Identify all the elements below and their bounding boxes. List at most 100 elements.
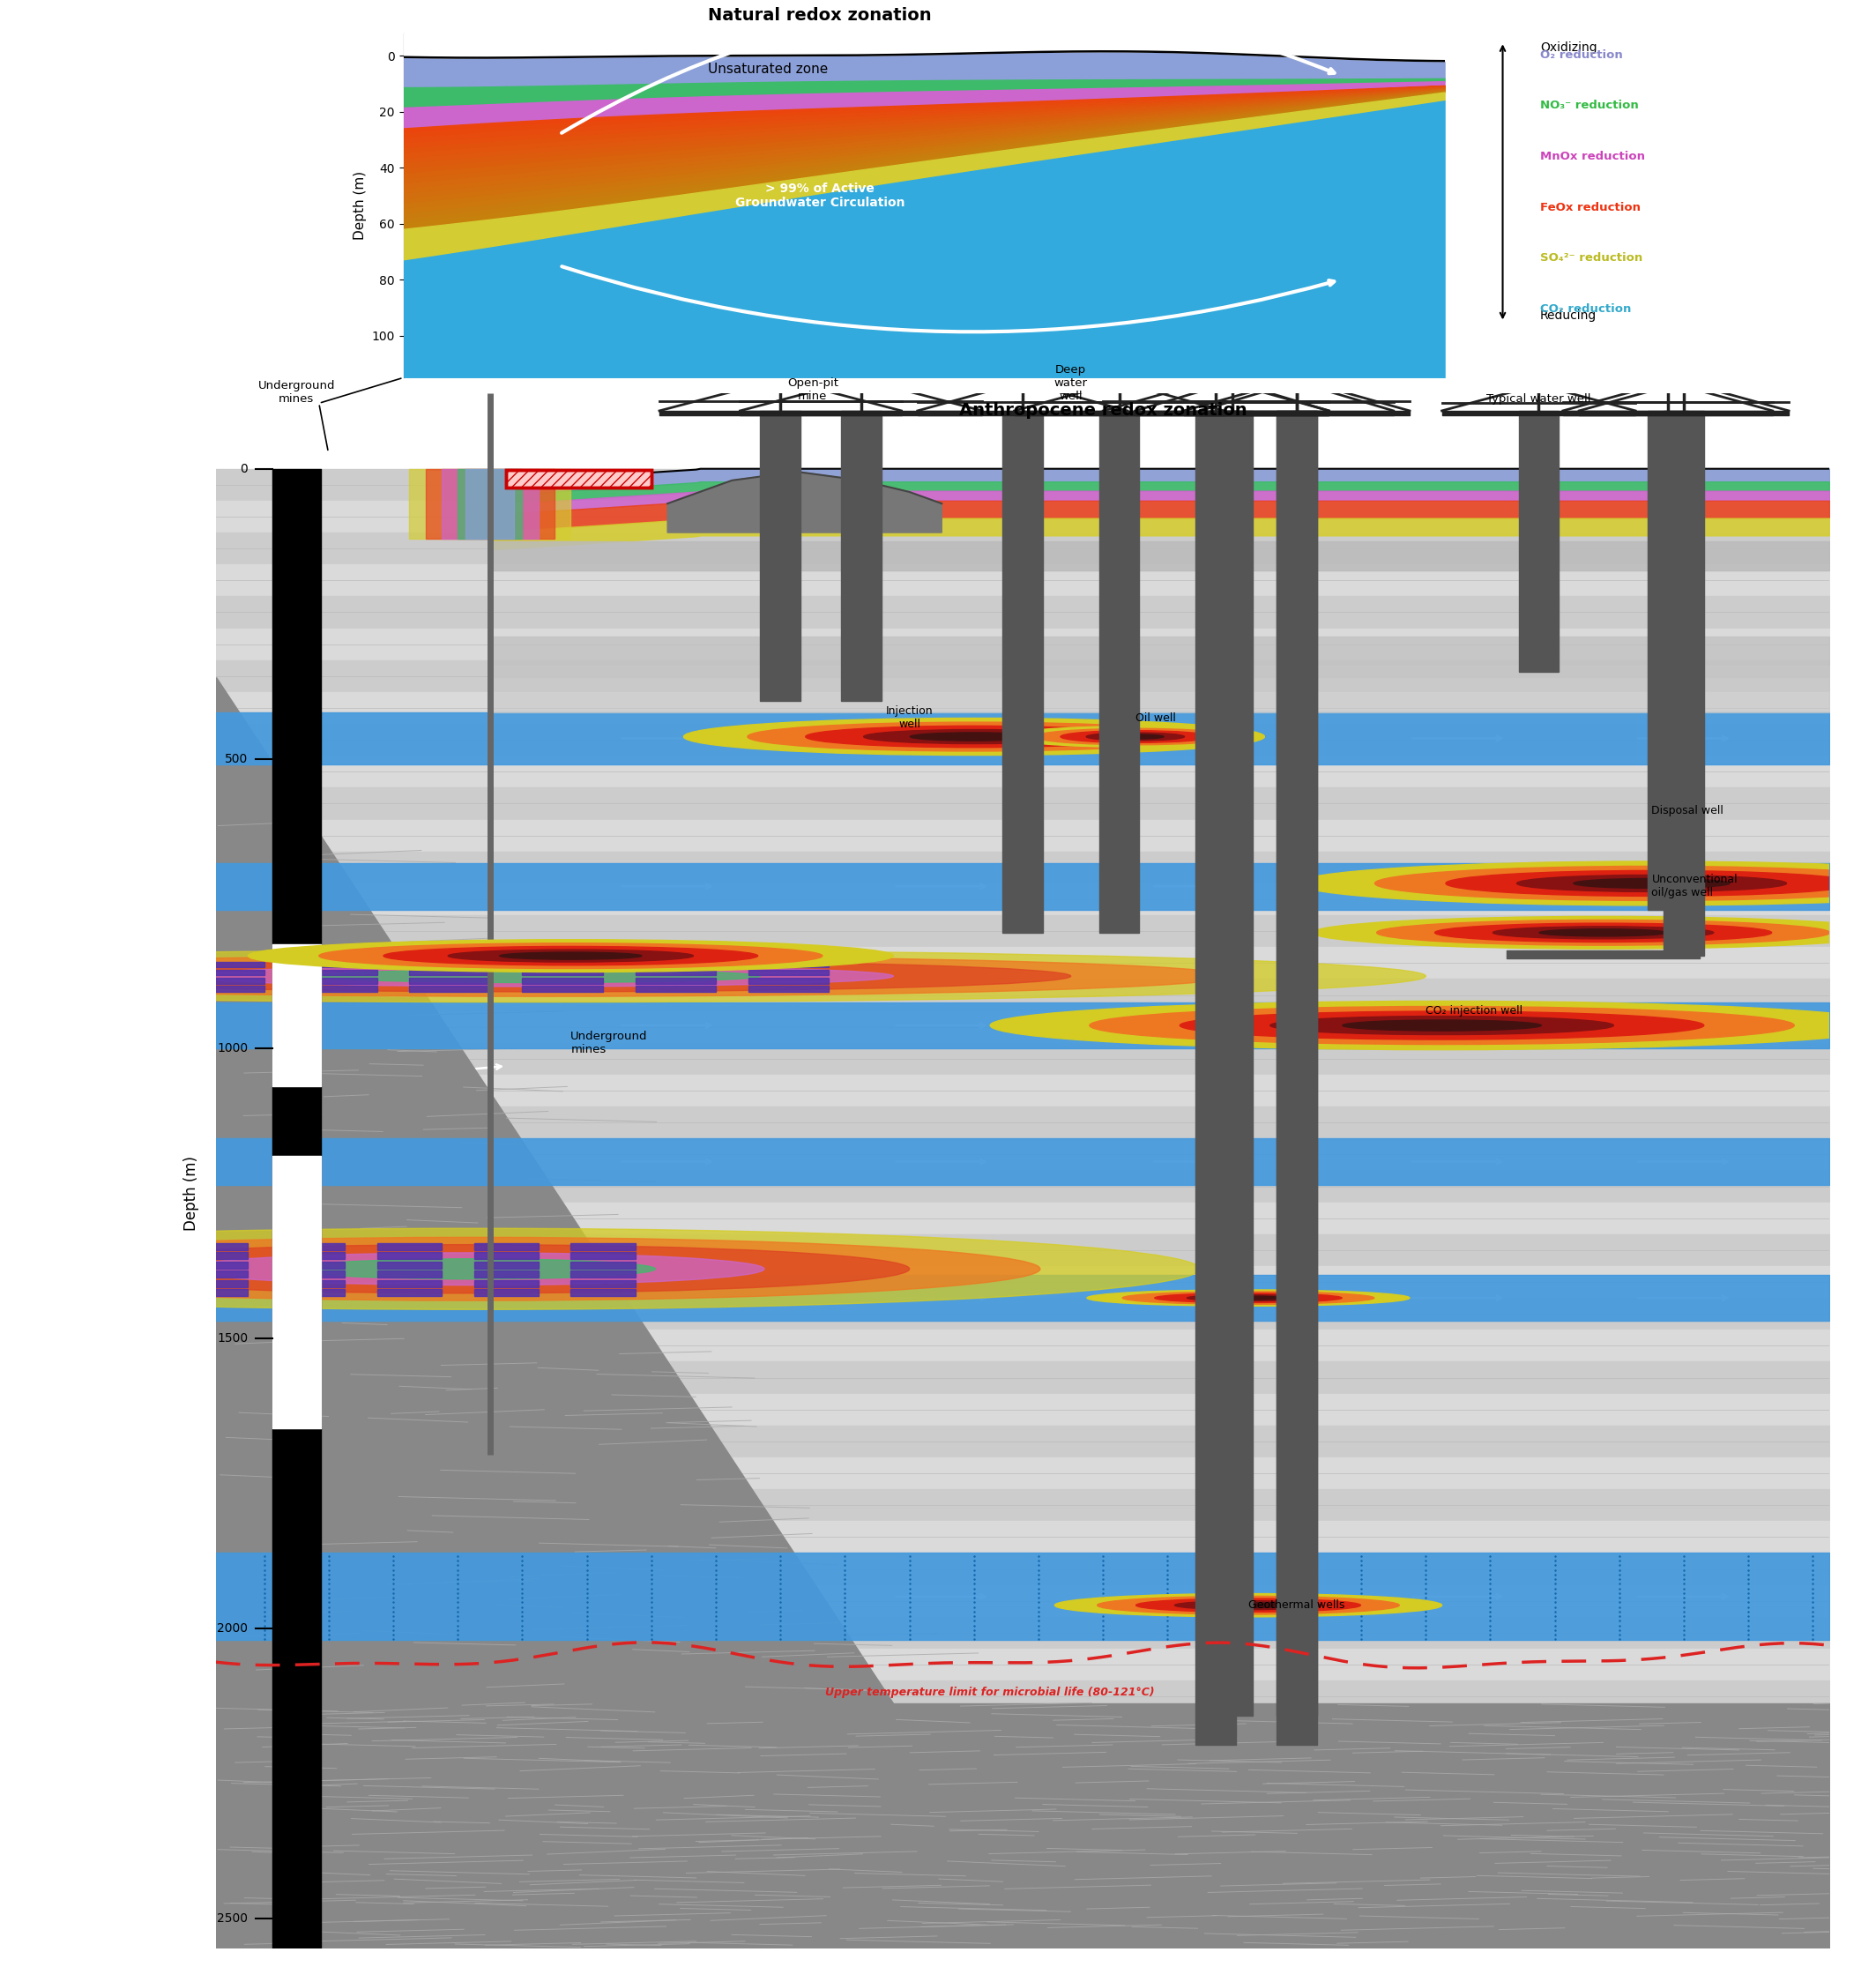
Bar (184, 1253, 248, 1259)
Text: Reducing: Reducing (1540, 311, 1596, 323)
Bar (184, 1288, 248, 1296)
Ellipse shape (1375, 865, 1876, 901)
Text: 0: 0 (240, 462, 248, 474)
Text: Unconventional
oil/gas well: Unconventional oil/gas well (1651, 873, 1737, 899)
Ellipse shape (1435, 923, 1771, 942)
Text: Oxidizing: Oxidizing (1540, 41, 1596, 53)
Ellipse shape (1054, 1593, 1443, 1617)
Ellipse shape (1212, 1296, 1283, 1300)
Bar (475, 1271, 538, 1279)
Text: Underground
mines: Underground mines (257, 380, 336, 405)
Bar (280, 1281, 345, 1286)
Bar (377, 1271, 441, 1279)
Bar (184, 1261, 248, 1269)
Bar (1518, 411, 1559, 671)
Bar (184, 1271, 248, 1279)
Bar (475, 1281, 538, 1286)
Ellipse shape (683, 718, 1264, 755)
Ellipse shape (805, 726, 1142, 747)
Ellipse shape (1086, 1290, 1409, 1306)
Ellipse shape (1574, 879, 1730, 889)
Ellipse shape (0, 956, 1231, 997)
Bar (1276, 411, 1317, 1715)
Bar (475, 1243, 538, 1249)
Bar (1099, 411, 1139, 932)
Ellipse shape (6, 960, 1071, 991)
Bar (760, 411, 801, 700)
Ellipse shape (1180, 1011, 1703, 1039)
Bar (296, 970, 377, 976)
Bar (475, 1288, 538, 1296)
Bar (840, 411, 882, 700)
Text: MnOx reduction: MnOx reduction (1540, 151, 1645, 161)
Bar (409, 978, 490, 984)
Y-axis label: Depth (m): Depth (m) (353, 171, 366, 240)
Ellipse shape (1270, 1017, 1613, 1035)
Bar (184, 970, 265, 976)
Bar (475, 1261, 538, 1269)
Bar (184, 962, 265, 968)
Bar (1212, 411, 1253, 1715)
Ellipse shape (1097, 1595, 1399, 1615)
Bar (507, 470, 651, 488)
Bar (296, 978, 377, 984)
Ellipse shape (1188, 1294, 1309, 1300)
Text: SO₄²⁻ reduction: SO₄²⁻ reduction (1540, 252, 1643, 264)
Ellipse shape (0, 950, 1426, 1003)
Text: CO₂ injection well: CO₂ injection well (1426, 1005, 1523, 1017)
Ellipse shape (1006, 726, 1264, 747)
Ellipse shape (1156, 1292, 1341, 1302)
Bar (1002, 411, 1043, 932)
Ellipse shape (0, 1227, 1201, 1310)
Text: Upper temperature limit for microbial life (80-121°C): Upper temperature limit for microbial li… (825, 1686, 1156, 1698)
Text: Oil well: Oil well (1135, 712, 1176, 724)
Bar (522, 985, 602, 991)
Ellipse shape (184, 1253, 764, 1284)
Bar (570, 1288, 636, 1296)
Text: CO₂ reduction: CO₂ reduction (1540, 303, 1632, 315)
Bar (377, 1253, 441, 1259)
Text: Underground
mines: Underground mines (570, 1031, 647, 1054)
Bar (636, 985, 717, 991)
Text: 1500: 1500 (218, 1332, 248, 1345)
Bar (749, 985, 829, 991)
Ellipse shape (1446, 871, 1857, 897)
Ellipse shape (1060, 730, 1210, 744)
Bar (409, 985, 490, 991)
Ellipse shape (1296, 862, 1876, 905)
Ellipse shape (1493, 926, 1713, 938)
Text: O₂ reduction: O₂ reduction (1540, 49, 1623, 61)
Text: NO₃⁻ reduction: NO₃⁻ reduction (1540, 100, 1640, 112)
Polygon shape (216, 677, 1054, 1947)
Ellipse shape (1377, 921, 1829, 946)
Ellipse shape (1540, 928, 1668, 936)
Ellipse shape (1122, 1292, 1373, 1304)
Ellipse shape (38, 1245, 910, 1292)
Bar (280, 1261, 345, 1269)
Text: Injection
well: Injection well (885, 706, 932, 730)
Bar (1195, 411, 1236, 1745)
Bar (377, 1288, 441, 1296)
Text: Depth (m): Depth (m) (184, 1157, 199, 1231)
Bar (570, 1271, 636, 1279)
Ellipse shape (1518, 875, 1786, 891)
Ellipse shape (0, 1237, 1039, 1300)
Bar (522, 970, 602, 976)
Text: Disposal well: Disposal well (1651, 805, 1724, 816)
Bar (296, 962, 377, 968)
Text: Open-pit
mine: Open-pit mine (788, 378, 839, 401)
Bar (377, 1261, 441, 1269)
Ellipse shape (248, 940, 893, 972)
Ellipse shape (319, 942, 822, 968)
Text: Typical water well: Typical water well (1486, 393, 1591, 405)
Bar (184, 978, 265, 984)
Bar (296, 985, 377, 991)
Text: 2500: 2500 (218, 1912, 248, 1924)
Bar (280, 1243, 345, 1249)
Bar (475, 1253, 538, 1259)
Bar (1276, 411, 1317, 1745)
Text: Geothermal wells: Geothermal wells (1248, 1599, 1345, 1611)
Bar (570, 1261, 636, 1269)
Bar (522, 978, 602, 984)
Bar (280, 1271, 345, 1279)
